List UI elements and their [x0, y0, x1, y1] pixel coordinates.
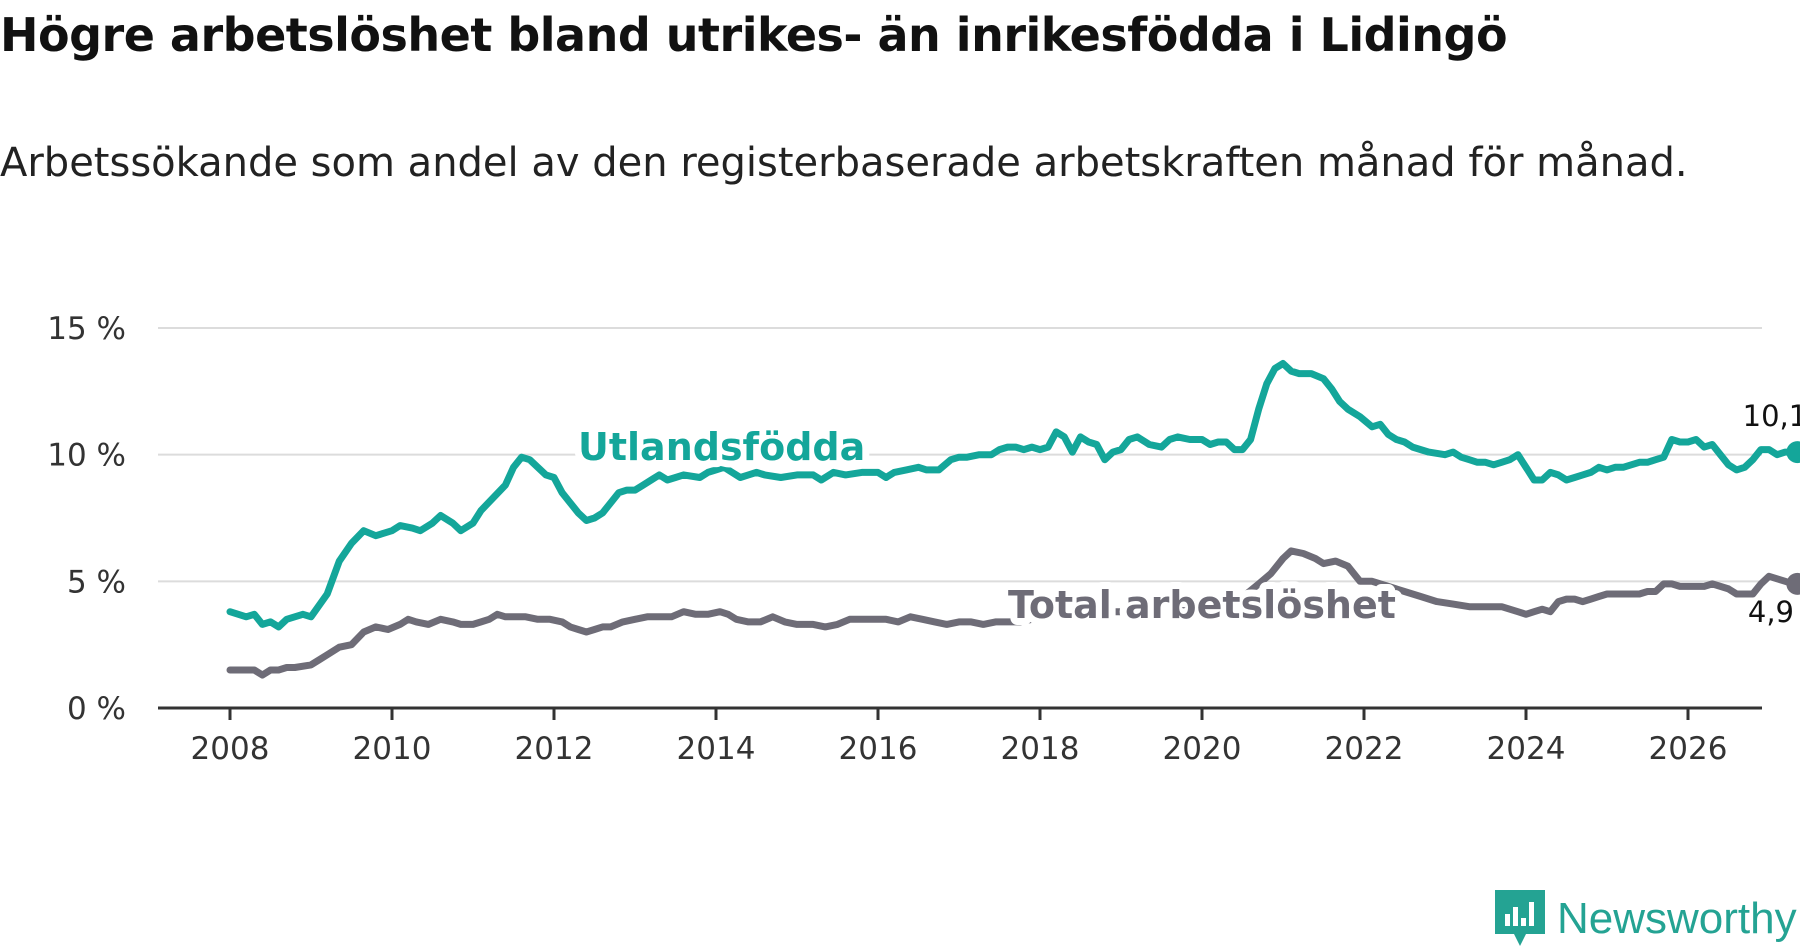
- series-line-total: [226, 547, 1800, 679]
- x-tick-label: 2018: [1001, 731, 1080, 767]
- end-point-utlandsfodda: [1786, 441, 1800, 464]
- x-tick-label: 2022: [1325, 731, 1404, 767]
- x-tick-label: 2024: [1487, 731, 1566, 767]
- series-labels: Utlandsfödda Total arbetslöshet 10,1 % 4…: [571, 399, 1800, 634]
- y-tick-label: 10 %: [47, 438, 126, 474]
- series-line-utlandsfodda: [226, 360, 1800, 631]
- y-tick-label: 5 %: [67, 564, 126, 600]
- x-tick-label: 2012: [515, 731, 594, 767]
- series-label-utlandsfodda: Utlandsfödda: [578, 425, 865, 469]
- newsworthy-logo-icon: [1495, 890, 1545, 946]
- end-point-total: [1786, 572, 1800, 595]
- series-label-total: Total arbetslöshet: [1008, 583, 1396, 627]
- y-tick-label: 0 %: [67, 691, 126, 727]
- chart-title: Högre arbetslöshet bland utrikes- än inr…: [0, 8, 1508, 62]
- y-tick-label: 15 %: [47, 311, 126, 347]
- end-value-utlandsfodda: 10,1 %: [1743, 399, 1800, 433]
- x-tick-label: 2014: [677, 731, 756, 767]
- x-tick-label: 2020: [1163, 731, 1242, 767]
- chart-subtitle: Arbetssökande som andel av den registerb…: [0, 140, 1688, 186]
- x-tick-label: 2026: [1649, 731, 1728, 767]
- x-tick-label: 2008: [191, 731, 270, 767]
- series-lines: [226, 360, 1800, 679]
- x-tick-label: 2016: [839, 731, 918, 767]
- end-value-total: 4,9 %: [1748, 595, 1800, 629]
- axes: 0 % 5 % 10 % 15 % 2008 2010 2012 2014 2016 2018 20…: [47, 311, 1762, 767]
- brand-name: Newsworthy: [1557, 894, 1797, 943]
- newsworthy-brand[interactable]: Newsworthy: [1495, 890, 1797, 948]
- x-tick-label: 2010: [353, 731, 432, 767]
